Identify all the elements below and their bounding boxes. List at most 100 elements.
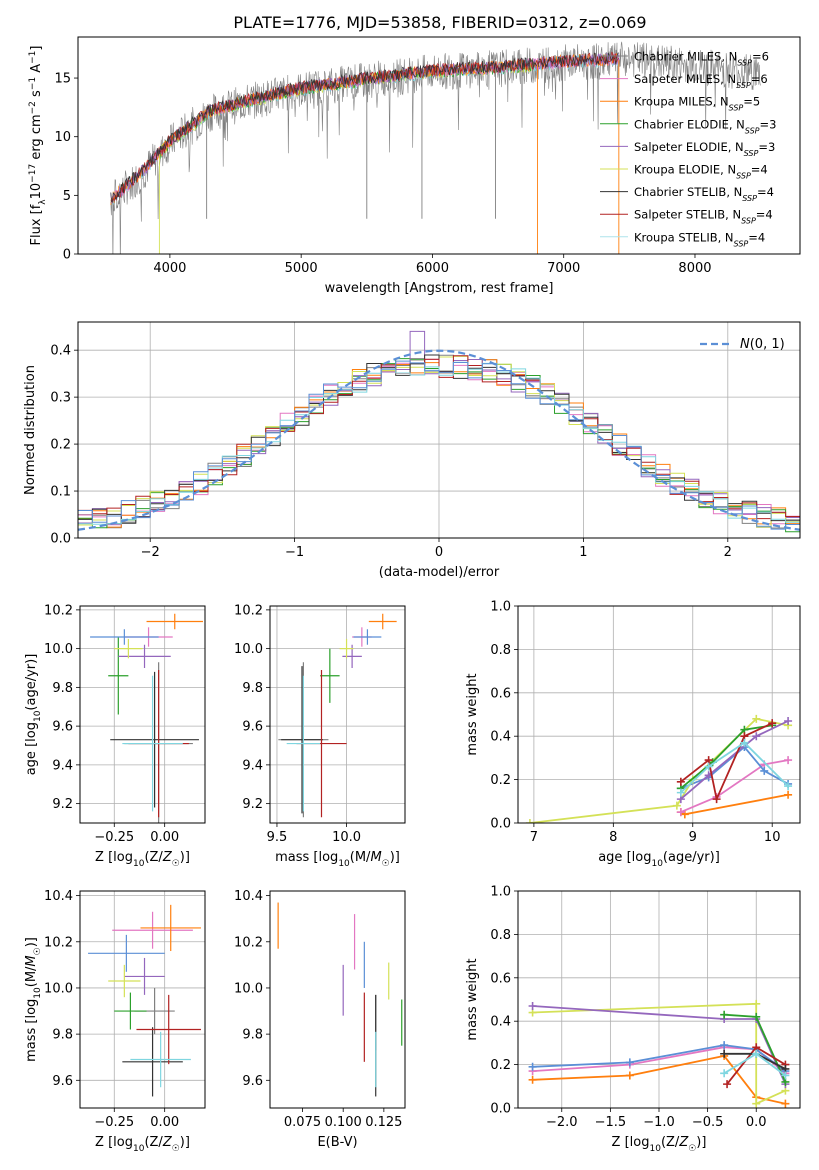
x-tick-label: −0.5 xyxy=(692,1115,724,1130)
y-axis-label: mass weight xyxy=(465,673,480,755)
x-tick-label: 5000 xyxy=(285,261,318,276)
series-s3 xyxy=(680,724,773,789)
axes-frame xyxy=(269,605,406,824)
x-tick-label: 4000 xyxy=(153,261,186,276)
x-axis-label: wavelength [Angstrom, rest frame] xyxy=(325,281,554,296)
x-tick-label: 0.00 xyxy=(150,1115,179,1130)
figure-title: PLATE=1776, MJD=53858, FIBERID=0312, z=0… xyxy=(233,13,646,32)
histogram-normal xyxy=(78,360,800,530)
plot-area xyxy=(525,714,793,823)
x-tick-label: 8000 xyxy=(678,261,711,276)
axes-frame xyxy=(517,890,801,1109)
x-tick-label: 0.100 xyxy=(325,1115,362,1130)
marker-point xyxy=(720,1010,729,1019)
y-tick-label: 0.6 xyxy=(490,686,511,701)
marker-point xyxy=(676,788,685,797)
plot-area xyxy=(277,902,403,1097)
plot-area xyxy=(90,613,203,823)
y-tick-label: 10.0 xyxy=(234,642,263,657)
x-tick-label: −2.0 xyxy=(546,1115,578,1130)
panel-spectrum: 4000 5000 6000 7000 8000 0 5 10 15 wavelength [An… xyxy=(28,36,801,296)
marker-point xyxy=(784,790,793,799)
marker-point xyxy=(760,766,769,775)
x-tick-label: 0.125 xyxy=(365,1115,402,1130)
y-tick-label: 5 xyxy=(63,189,71,204)
y-tick-label: 15 xyxy=(54,72,71,87)
y-tick-label: 0.2 xyxy=(490,1058,511,1073)
series-s1 xyxy=(680,759,789,813)
legend-label: Chabrier ELODIE, NSSP=3 xyxy=(634,117,776,135)
axes-frame xyxy=(77,321,801,539)
x-axis-label: Z [log10(Z/Z☉)] xyxy=(612,1135,707,1154)
marker-point xyxy=(752,1012,761,1021)
y-tick-label: 10 xyxy=(54,130,71,145)
x-axis-label: E(B-V) xyxy=(317,1135,357,1150)
marker-point xyxy=(525,819,534,823)
marker-point xyxy=(528,1062,537,1071)
axes-frame xyxy=(79,890,206,1109)
y-tick-label: 9.6 xyxy=(52,720,73,735)
x-tick-label: 2 xyxy=(724,545,732,560)
y-axis-label: Normed distribution xyxy=(23,365,38,495)
x-tick-label: −1.0 xyxy=(643,1115,675,1130)
y-tick-label: 9.4 xyxy=(242,758,263,773)
legend-label: Kroupa STELIB, NSSP=4 xyxy=(634,230,765,248)
axes-frame xyxy=(517,605,801,824)
y-tick-label: 10.4 xyxy=(234,889,263,904)
series-s4 xyxy=(680,720,789,800)
series-model-s6 xyxy=(110,52,619,203)
panel-mass_vs_Z: −0.25 0.00 9.6 9.8 10.0 10.2 10.4 Z [log10(Z/Z☉… xyxy=(24,889,206,1154)
x-tick-label: −0.25 xyxy=(94,830,134,845)
marker-point xyxy=(752,1049,761,1058)
marker-point xyxy=(528,1075,537,1084)
marker-point xyxy=(784,782,793,791)
y-tick-label: 9.4 xyxy=(52,758,73,773)
y-tick-label: 9.2 xyxy=(242,797,263,812)
marker-point xyxy=(740,738,749,747)
x-axis-label: (data-model)/error xyxy=(379,565,500,580)
y-tick-label: 0.2 xyxy=(50,438,71,453)
marker-point xyxy=(676,777,685,786)
legend-label: Kroupa MILES, NSSP=5 xyxy=(634,95,760,113)
y-tick-label: 9.6 xyxy=(242,720,263,735)
x-tick-label: 1 xyxy=(579,545,587,560)
x-tick-label: 8 xyxy=(609,830,617,845)
x-tick-label: 0.00 xyxy=(150,830,179,845)
marker-point xyxy=(704,762,713,771)
marker-point xyxy=(625,1058,634,1067)
x-tick-label: 9 xyxy=(689,830,697,845)
y-tick-label: 0.4 xyxy=(490,730,511,745)
x-tick-label: 7 xyxy=(530,830,538,845)
series-normal-curve xyxy=(78,349,800,531)
y-tick-label: 10.4 xyxy=(44,889,73,904)
marker-point xyxy=(752,1099,761,1108)
x-tick-label: 0 xyxy=(435,545,443,560)
marker-point xyxy=(720,1041,729,1050)
legend-label: Chabrier MILES, NSSP=6 xyxy=(634,50,769,68)
x-tick-label: −2 xyxy=(141,545,160,560)
x-tick-label: 7000 xyxy=(547,261,580,276)
marker-point xyxy=(768,719,777,728)
marker-point xyxy=(723,1080,732,1089)
marker-point xyxy=(625,1071,634,1080)
panel-mass_weight_vs_age: 7 8 9 10 0.0 0.2 0.4 0.6 0.8 1.0 age [log10(age/yr… xyxy=(465,600,801,869)
x-tick-label: 6000 xyxy=(416,261,449,276)
y-tick-label: 0.3 xyxy=(50,391,71,406)
plot-area xyxy=(88,904,201,1097)
marker-point xyxy=(781,1099,790,1108)
series-model-s7 xyxy=(110,51,620,203)
legend-label: Chabrier STELIB, NSSP=4 xyxy=(634,185,774,203)
y-tick-label: 9.8 xyxy=(52,1028,73,1043)
marker-point xyxy=(784,756,793,765)
y-tick-label: 0.2 xyxy=(490,773,511,788)
y-tick-label: 10.2 xyxy=(44,603,73,618)
x-tick-label: 0.0 xyxy=(746,1115,767,1130)
x-tick-label: 9.5 xyxy=(267,830,288,845)
y-axis-label: mass [log10(M/M☉)] xyxy=(24,937,43,1062)
marker-point xyxy=(781,1071,790,1080)
x-tick-label: −1 xyxy=(285,545,304,560)
y-tick-label: 9.8 xyxy=(52,681,73,696)
y-tick-label: 1.0 xyxy=(490,600,511,615)
y-tick-label: 9.6 xyxy=(242,1074,263,1089)
y-tick-label: 0.8 xyxy=(490,928,511,943)
